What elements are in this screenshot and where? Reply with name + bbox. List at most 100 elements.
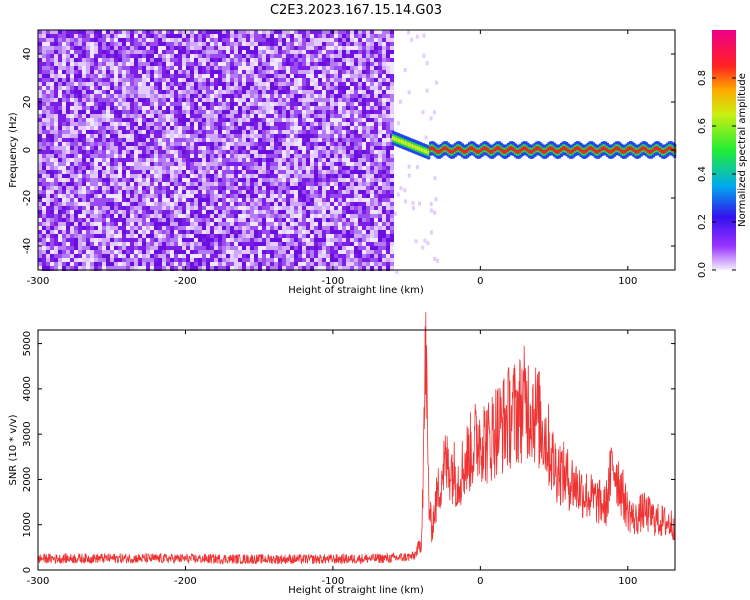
heatmap-cell <box>342 58 346 63</box>
heatmap-cell <box>346 198 350 203</box>
heatmap-cell <box>74 114 78 119</box>
heatmap-cell <box>230 194 234 199</box>
heatmap-cell <box>178 214 182 219</box>
heatmap-cell <box>166 138 170 143</box>
heatmap-cell <box>186 170 190 175</box>
heatmap-cell <box>74 66 78 71</box>
heatmap-cell <box>174 178 178 183</box>
heatmap-cell <box>110 146 114 151</box>
heatmap-cell <box>226 86 230 91</box>
heatmap-cell <box>366 106 370 111</box>
heatmap-cell <box>38 58 42 63</box>
heatmap-cell <box>370 74 374 79</box>
heatmap-cell <box>194 86 198 91</box>
heatmap-cell <box>178 226 182 231</box>
heatmap-cell <box>202 242 206 247</box>
heatmap-cell <box>206 46 210 51</box>
heatmap-cell <box>154 66 158 71</box>
heatmap-cell <box>130 82 134 87</box>
heatmap-cell <box>126 38 130 43</box>
heatmap-cell <box>222 66 226 71</box>
heatmap-cell <box>294 254 298 259</box>
heatmap-cell <box>62 74 66 79</box>
heatmap-cell <box>154 82 158 87</box>
heatmap-cell <box>322 170 326 175</box>
heatmap-cell <box>274 186 278 191</box>
heatmap-cell <box>50 142 54 147</box>
heatmap-cell <box>154 122 158 127</box>
heatmap-cell <box>198 70 202 75</box>
heatmap-cell <box>82 138 86 143</box>
heatmap-cell <box>242 194 246 199</box>
heatmap-cell <box>82 254 86 259</box>
heatmap-cell <box>306 222 310 227</box>
heatmap-cell <box>266 90 270 95</box>
heatmap-cell <box>350 146 354 151</box>
heatmap-cell <box>198 54 202 59</box>
heatmap-cell <box>198 162 202 167</box>
heatmap-cell <box>254 214 258 219</box>
heatmap-cell <box>218 206 222 211</box>
heatmap-cell <box>366 206 370 211</box>
heatmap-cell <box>114 90 118 95</box>
heatmap-cell <box>58 74 62 79</box>
heatmap-cell <box>226 262 230 267</box>
heatmap-cell <box>362 254 366 259</box>
heatmap-cell <box>70 230 74 235</box>
heatmap-cell <box>190 134 194 139</box>
heatmap-cell <box>334 186 338 191</box>
heatmap-cell <box>326 62 330 67</box>
heatmap-cell <box>242 134 246 139</box>
heatmap-cell <box>274 154 278 159</box>
heatmap-cell <box>274 210 278 215</box>
heatmap-cell <box>110 70 114 75</box>
heatmap-cell <box>302 34 306 39</box>
heatmap-cell <box>302 170 306 175</box>
heatmap-cell <box>206 146 210 151</box>
heatmap-cell <box>66 174 70 179</box>
heatmap-cell <box>278 146 282 151</box>
heatmap-cell <box>190 166 194 171</box>
heatmap-cell <box>90 254 94 259</box>
heatmap-cell <box>346 214 350 219</box>
heatmap-cell <box>194 46 198 51</box>
heatmap-cell <box>214 50 218 55</box>
heatmap-cell <box>250 42 254 47</box>
heatmap-cell <box>210 158 214 163</box>
heatmap-cell <box>86 198 90 203</box>
heatmap-cell <box>178 186 182 191</box>
heatmap-cell <box>66 142 70 147</box>
heatmap-cell <box>42 226 46 231</box>
heatmap-cell <box>234 106 238 111</box>
heatmap-cell <box>166 74 170 79</box>
heatmap-cell <box>282 50 286 55</box>
heatmap-cell <box>190 78 194 83</box>
heatmap-cell <box>286 178 290 183</box>
heatmap-cell <box>306 58 310 63</box>
heatmap-cell <box>210 254 214 259</box>
heatmap-cell <box>286 130 290 135</box>
heatmap-cell <box>138 70 142 75</box>
heatmap-cell <box>114 122 118 127</box>
heatmap-cell <box>214 138 218 143</box>
heatmap-cell <box>230 166 234 171</box>
heatmap-cell <box>298 178 302 183</box>
heatmap-cell <box>234 62 238 67</box>
heatmap-cell <box>174 242 178 247</box>
heatmap-cell <box>334 150 338 155</box>
heatmap-cell <box>106 134 110 139</box>
heatmap-cell <box>242 158 246 163</box>
heatmap-cell <box>58 166 62 171</box>
heatmap-cell <box>150 110 154 115</box>
heatmap-cell <box>162 174 166 179</box>
heatmap-cell <box>234 214 238 219</box>
heatmap-cell <box>42 70 46 75</box>
heatmap-cell <box>262 202 266 207</box>
heatmap-cell <box>206 66 210 71</box>
heatmap-cell <box>350 238 354 243</box>
heatmap-cell <box>350 138 354 143</box>
heatmap-cell <box>278 142 282 147</box>
heatmap-cell <box>126 98 130 103</box>
heatmap-cell <box>294 78 298 83</box>
heatmap-cell <box>46 50 50 55</box>
